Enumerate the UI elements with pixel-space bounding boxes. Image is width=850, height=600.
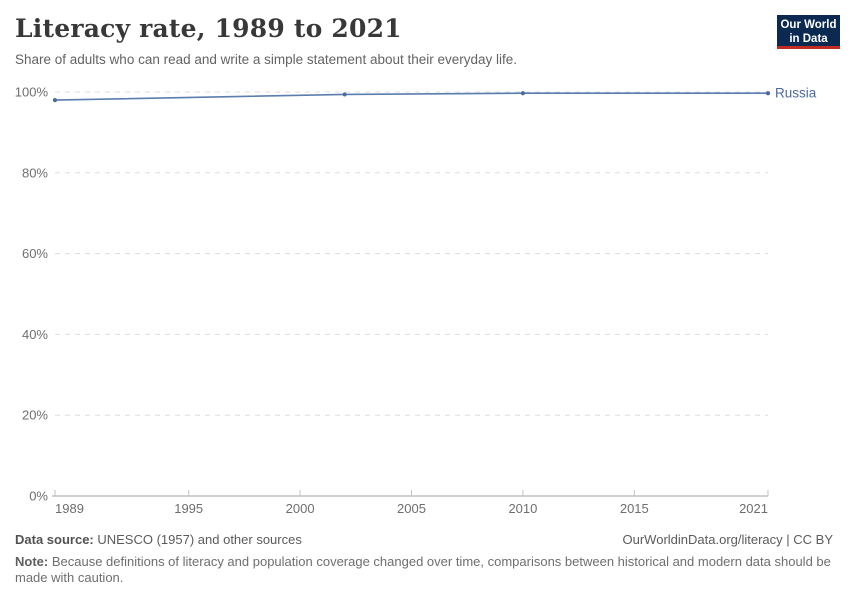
data-point-Russia-2002 xyxy=(342,92,347,97)
page-title: Literacy rate, 1989 to 2021 xyxy=(15,14,402,43)
y-tick-label-100: 100% xyxy=(15,85,49,100)
data-point-Russia-2021 xyxy=(765,91,771,96)
footnote: Note: Because definitions of literacy an… xyxy=(15,554,831,586)
y-tick-label-0: 0% xyxy=(29,489,48,504)
x-tick-label-1995: 1995 xyxy=(174,501,203,516)
owid-logo-line1: Our World xyxy=(780,19,837,31)
data-source-text: Data source: UNESCO (1957) and other sou… xyxy=(15,532,302,547)
license-link[interactable]: OurWorldinData.org/literacy | CC BY xyxy=(622,532,833,547)
data-source-label: Data source: xyxy=(15,532,94,547)
footer-row: Data source: UNESCO (1957) and other sou… xyxy=(15,532,833,547)
x-tick-label-2015: 2015 xyxy=(620,501,649,516)
x-tick-label-2000: 2000 xyxy=(286,501,315,516)
series-label-Russia[interactable]: Russia xyxy=(775,86,817,101)
x-tick-label-2021: 2021 xyxy=(739,501,768,516)
y-tick-label-40: 40% xyxy=(22,327,48,342)
footnote-label: Note: xyxy=(15,554,49,569)
data-point-Russia-2010 xyxy=(520,91,526,96)
y-tick-label-20: 20% xyxy=(22,408,48,423)
owid-logo: Our World in Data xyxy=(777,15,840,49)
owid-logo-line2: in Data xyxy=(789,33,828,46)
series-line-Russia xyxy=(54,92,768,101)
data-point-Russia-1989 xyxy=(52,97,58,103)
y-tick-label-60: 60% xyxy=(22,246,48,261)
y-tick-label-80: 80% xyxy=(22,165,48,180)
x-tick-label-2010: 2010 xyxy=(508,501,537,516)
x-tick-label-2005: 2005 xyxy=(397,501,426,516)
chart-subtitle: Share of adults who can read and write a… xyxy=(15,52,518,67)
x-tick-label-1989: 1989 xyxy=(55,501,84,516)
